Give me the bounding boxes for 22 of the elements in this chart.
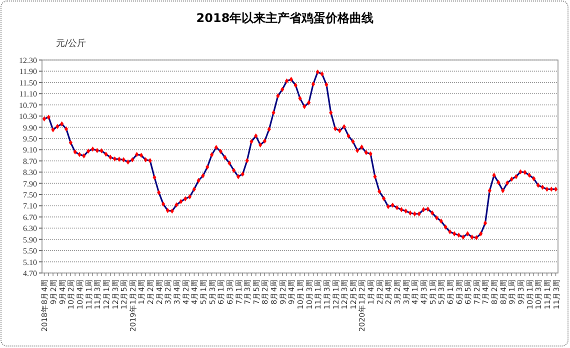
y-tick-label: 5.10 (23, 258, 37, 267)
y-tick-label: 11.50 (19, 78, 37, 88)
y-tick-label: 9.50 (23, 134, 37, 144)
y-tick-label: 12.30 (19, 56, 37, 65)
y-tick-label: 11.90 (19, 67, 37, 76)
y-tick-label: 10.30 (19, 112, 37, 122)
y-tick-label: 11.10 (19, 90, 37, 99)
y-tick-label: 7.50 (23, 190, 37, 200)
y-axis-title: 元/公斤 (56, 38, 86, 49)
y-tick-label: 7.10 (23, 202, 37, 211)
y-tick-label: 6.70 (23, 212, 37, 222)
y-tick-label: 6.30 (23, 224, 37, 234)
y-tick-label: 9.10 (23, 146, 37, 155)
y-tick-label: 7.90 (23, 179, 37, 188)
y-tick-label: 4.70 (23, 269, 37, 278)
y-tick-label: 10.70 (19, 100, 37, 110)
y-tick-label: 9.90 (23, 123, 37, 132)
y-tick-label: 5.50 (23, 246, 37, 256)
y-tick-label: 5.90 (23, 235, 37, 244)
y-tick-label: 8.70 (23, 156, 37, 166)
y-tick-label: 8.30 (23, 168, 37, 178)
chart-title: 2018年以来主产省鸡蛋价格曲线 (196, 11, 374, 25)
